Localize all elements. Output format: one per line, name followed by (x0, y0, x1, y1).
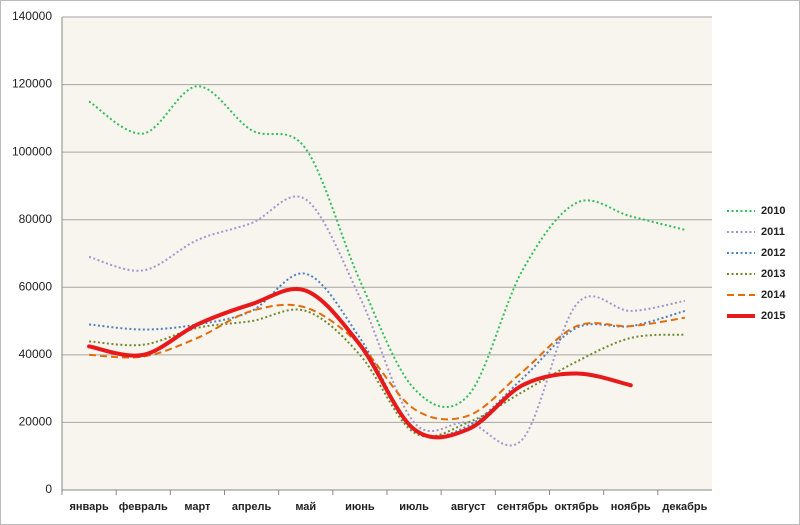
x-tick-label: декабрь (662, 501, 707, 513)
y-tick-label: 0 (45, 482, 52, 496)
legend-label: 2011 (761, 226, 785, 238)
x-tick-label: октябрь (554, 501, 599, 513)
x-tick-label: январь (69, 501, 109, 513)
legend-label: 2010 (761, 205, 785, 217)
plot-area (62, 17, 712, 490)
series-line (87, 287, 633, 440)
legend-label: 2012 (761, 247, 785, 259)
y-tick-label: 60000 (19, 279, 53, 293)
series-line (88, 195, 686, 447)
y-tick-label: 140000 (12, 9, 52, 23)
y-tick-label: 20000 (19, 415, 53, 429)
legend-label: 2013 (761, 268, 785, 280)
series-line (89, 303, 686, 421)
x-tick-label: февраль (119, 501, 168, 513)
y-tick-label: 80000 (19, 212, 53, 226)
x-tick-label: июнь (345, 501, 375, 513)
series-line (88, 85, 686, 408)
x-tick-label: сентябрь (497, 501, 548, 513)
y-tick-label: 120000 (12, 77, 52, 91)
legend-label: 2015 (761, 310, 785, 322)
x-tick-label: июль (399, 501, 429, 513)
x-tick-label: март (184, 501, 211, 513)
x-tick-label: ноябрь (611, 501, 651, 513)
x-tick-label: август (451, 501, 486, 513)
legend-label: 2014 (761, 289, 786, 301)
x-tick-label: апрель (232, 501, 272, 513)
y-tick-label: 100000 (12, 144, 52, 158)
series-line (89, 308, 685, 438)
y-tick-label: 40000 (19, 347, 53, 361)
x-tick-label: май (295, 501, 316, 513)
